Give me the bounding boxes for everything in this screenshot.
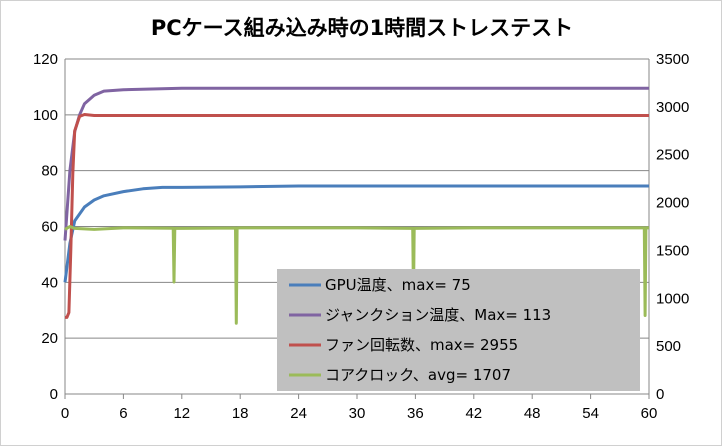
legend-label-2: ファン回転数、max= 2955: [325, 336, 518, 354]
y2-tick-label: 1500: [656, 242, 689, 259]
legend-label-1: ジャンクション温度、Max= 113: [325, 306, 551, 324]
legend-label-0: GPU温度、max= 75: [325, 276, 471, 294]
y-tick-label: 100: [33, 107, 58, 124]
x-tick-label: 54: [582, 405, 599, 422]
y2-tick-label: 3000: [656, 99, 689, 116]
x-tick-label: 36: [407, 405, 424, 422]
legend-label-3: コアクロック、avg= 1707: [325, 366, 511, 384]
x-tick-label: 12: [173, 405, 190, 422]
y-tick-label: 0: [50, 386, 58, 403]
y2-tick-label: 500: [656, 338, 681, 355]
x-tick-label: 60: [641, 405, 658, 422]
series-line-3: [64, 225, 649, 325]
x-tick-label: 0: [61, 405, 69, 422]
series-line-1: [63, 86, 649, 241]
chart-title: PCケース組み込み時の1時間ストレステスト: [151, 16, 573, 40]
x-tick-label: 48: [524, 405, 541, 422]
legend: GPU温度、max= 75 ジャンクション温度、Max= 113 ファン回転数、ma…: [277, 269, 640, 391]
x-tick-label: 6: [119, 405, 127, 422]
y-tick-label: 40: [41, 274, 58, 291]
x-tick-label: 42: [465, 405, 482, 422]
series-line-0: [63, 184, 649, 283]
y-tick-label: 120: [33, 51, 58, 68]
x-tick-label: 18: [232, 405, 249, 422]
y2-tick-label: 2000: [656, 195, 689, 212]
y2-tick-label: 3500: [656, 51, 689, 68]
axes: 0204060801001200500100015002000250030003…: [33, 51, 689, 422]
series-lines: [63, 86, 649, 325]
y-tick-label: 60: [41, 219, 58, 236]
y-tick-label: 80: [41, 163, 58, 180]
y2-tick-label: 2500: [656, 147, 689, 164]
y2-tick-label: 1000: [656, 290, 689, 307]
y-tick-label: 20: [41, 330, 58, 347]
legend-box: [277, 269, 640, 391]
x-tick-label: 30: [349, 405, 366, 422]
x-tick-label: 24: [290, 405, 307, 422]
y2-tick-label: 0: [656, 386, 664, 403]
series-line-2: [65, 113, 649, 319]
